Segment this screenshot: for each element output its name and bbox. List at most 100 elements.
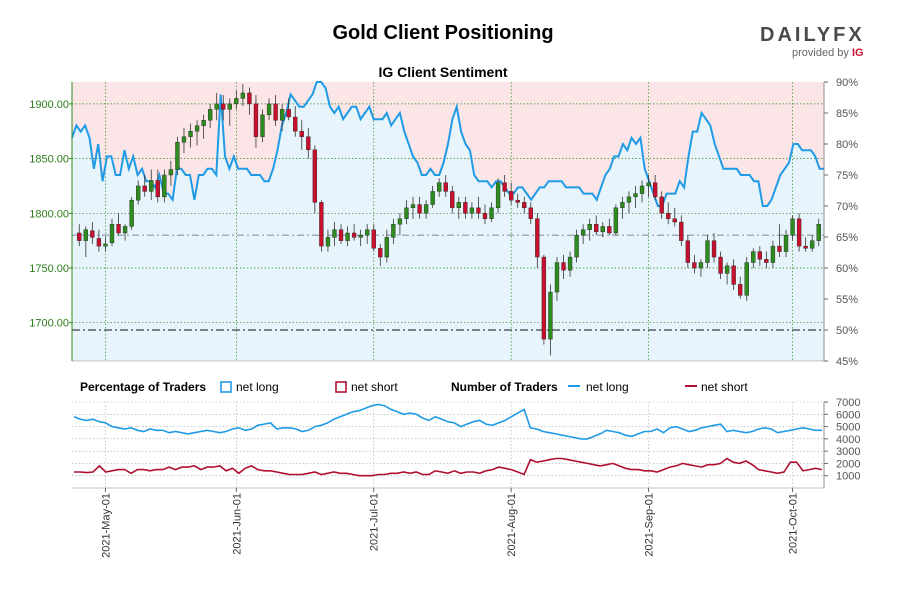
candle-body bbox=[686, 241, 690, 263]
candle-body bbox=[804, 246, 808, 248]
traders-tick-label: 6000 bbox=[836, 409, 860, 421]
candle-body bbox=[313, 150, 317, 203]
candle-body bbox=[614, 208, 618, 233]
candle-body bbox=[692, 263, 696, 268]
candle-body bbox=[300, 131, 304, 136]
candle-body bbox=[607, 226, 611, 233]
candle-body bbox=[627, 197, 631, 202]
pct-tick-label: 90% bbox=[836, 77, 858, 89]
traders-tick-label: 3000 bbox=[836, 446, 860, 458]
x-tick-label: 2021-Aug-01 bbox=[506, 493, 518, 557]
candle-body bbox=[365, 230, 369, 235]
legend: Percentage of Traders net long net short… bbox=[80, 380, 748, 394]
candle-body bbox=[706, 241, 710, 263]
candle-body bbox=[725, 266, 729, 274]
candle-body bbox=[732, 266, 736, 285]
candle-body bbox=[437, 183, 441, 192]
candle-body bbox=[679, 222, 683, 241]
candle-body bbox=[575, 235, 579, 257]
candle-body bbox=[189, 131, 193, 136]
candle-body bbox=[810, 241, 814, 249]
legend-pct-long: net long bbox=[236, 380, 279, 394]
candle-body bbox=[391, 224, 395, 237]
candle-body bbox=[208, 109, 212, 120]
candle-body bbox=[306, 137, 310, 150]
candle-body bbox=[411, 205, 415, 208]
candle-body bbox=[405, 208, 409, 219]
candle-body bbox=[77, 233, 81, 241]
candle-body bbox=[385, 237, 389, 257]
main-plot: 1700.00 1750.00 1800.00 1850.00 1900.00 45% 50… bbox=[29, 77, 858, 368]
legend-pct-short-swatch bbox=[336, 382, 346, 392]
candle-body bbox=[719, 257, 723, 273]
pct-tick-label: 65% bbox=[836, 232, 858, 244]
candle-body bbox=[496, 183, 500, 208]
candle-body bbox=[293, 117, 297, 131]
pct-tick-label: 80% bbox=[836, 139, 858, 151]
candle-body bbox=[673, 219, 677, 222]
candle-body bbox=[418, 205, 422, 214]
candle-body bbox=[234, 98, 238, 103]
candle-body bbox=[254, 104, 258, 137]
candle-body bbox=[568, 257, 572, 270]
candle-body bbox=[372, 230, 376, 249]
traders-net-long-line bbox=[74, 405, 822, 439]
candle-body bbox=[490, 208, 494, 219]
candle-body bbox=[274, 104, 278, 120]
candle-body bbox=[555, 263, 559, 293]
candle-body bbox=[503, 183, 507, 192]
candle-body bbox=[228, 104, 232, 109]
candle-body bbox=[791, 219, 795, 235]
pct-tick-label: 50% bbox=[836, 325, 858, 337]
pct-tick-label: 45% bbox=[836, 356, 858, 368]
candle-body bbox=[516, 200, 520, 202]
pct-tick-label: 75% bbox=[836, 170, 858, 182]
candle-body bbox=[267, 104, 271, 115]
sentiment-chart: 1700.001750.001800.001850.001900.0045%50… bbox=[0, 0, 900, 600]
candle-body bbox=[241, 93, 245, 98]
traders-tick-label: 2000 bbox=[836, 458, 860, 470]
candle-body bbox=[195, 126, 199, 131]
candle-body bbox=[215, 104, 219, 109]
traders-tick-label: 7000 bbox=[836, 397, 860, 409]
candle-body bbox=[647, 183, 651, 186]
candle-body bbox=[594, 224, 598, 232]
traders-net-short-line bbox=[74, 459, 822, 476]
candle-body bbox=[588, 224, 592, 229]
candle-body bbox=[319, 202, 323, 246]
legend-pct-title: Percentage of Traders bbox=[80, 380, 206, 394]
candle-body bbox=[261, 115, 265, 137]
candle-body bbox=[660, 197, 664, 213]
candle-body bbox=[339, 230, 343, 241]
candle-body bbox=[182, 137, 186, 142]
candle-body bbox=[175, 142, 179, 169]
candle-body bbox=[509, 191, 513, 200]
pct-tick-label: 85% bbox=[836, 108, 858, 120]
candle-body bbox=[738, 284, 742, 295]
candle-body bbox=[817, 224, 821, 240]
candle-body bbox=[90, 231, 94, 238]
pct-tick-label: 70% bbox=[836, 201, 858, 213]
candle-body bbox=[130, 200, 134, 226]
price-tick-label: 1850.00 bbox=[29, 154, 69, 166]
candle-body bbox=[97, 238, 101, 246]
candle-body bbox=[542, 257, 546, 339]
candle-body bbox=[84, 230, 88, 241]
candle-body bbox=[202, 120, 206, 125]
price-tick-label: 1800.00 bbox=[29, 208, 69, 220]
candle-body bbox=[280, 109, 284, 120]
candle-body bbox=[352, 233, 356, 237]
candle-body bbox=[247, 93, 251, 104]
candle-body bbox=[444, 183, 448, 192]
candle-body bbox=[326, 237, 330, 246]
traders-tick-label: 4000 bbox=[836, 434, 860, 446]
traders-tick-label: 5000 bbox=[836, 422, 860, 434]
candle-body bbox=[699, 263, 703, 268]
candle-body bbox=[634, 194, 638, 197]
pct-tick-label: 55% bbox=[836, 294, 858, 306]
candle-body bbox=[424, 205, 428, 214]
x-tick-label: 2021-Oct-01 bbox=[788, 493, 800, 554]
price-tick-label: 1750.00 bbox=[29, 263, 69, 275]
candle-body bbox=[221, 104, 225, 109]
